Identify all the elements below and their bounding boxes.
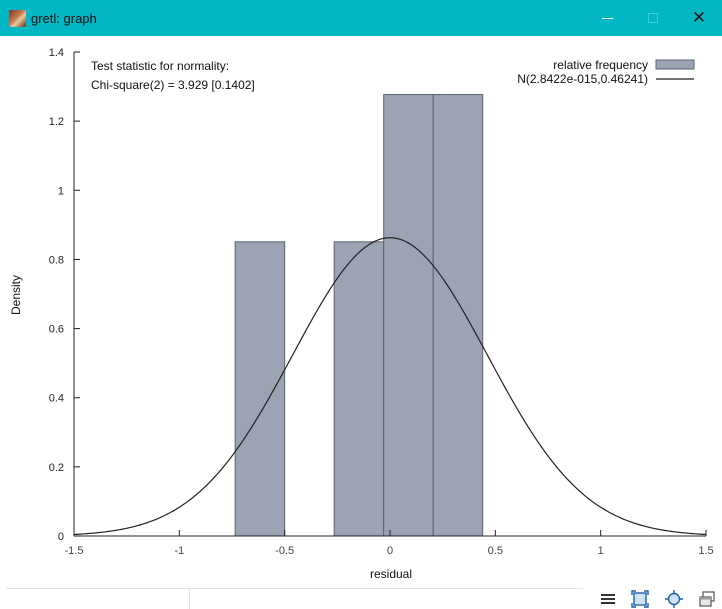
- x-tick-label: 0: [387, 545, 393, 557]
- normality-test-annotation: Test statistic for normality: Chi-square…: [91, 59, 255, 92]
- maximize-button[interactable]: [630, 0, 676, 36]
- status-field: [6, 588, 190, 609]
- window-icon: [699, 590, 715, 607]
- y-tick-label: 1.4: [49, 47, 64, 59]
- histogram-bar-1: [234, 241, 286, 537]
- status-bar: [0, 588, 722, 609]
- legend-label-relative-frequency: relative frequency: [553, 58, 648, 72]
- annotation-line-1: Test statistic for normality:: [91, 59, 229, 73]
- histogram-bar-5: [432, 94, 484, 537]
- graph-area[interactable]: 0 0.2 0.4 0.6 0.8 1 1.2 1.4 -1.5 -1 -0.5 0 0.5 1 1.5 D…: [0, 36, 722, 588]
- window-button[interactable]: [697, 589, 717, 608]
- menu-button[interactable]: [598, 589, 618, 608]
- histogram-chart[interactable]: 0 0.2 0.4 0.6 0.8 1 1.2 1.4 -1.5 -1 -0.5 0 0.5 1 1.5 D…: [0, 36, 722, 588]
- gretl-app-icon[interactable]: [9, 10, 26, 27]
- x-tick-label: -0.5: [275, 545, 294, 557]
- x-tick-label: 1.5: [698, 545, 713, 557]
- status-divider: [190, 588, 583, 589]
- fit-button[interactable]: [630, 589, 650, 608]
- y-tick-label: 0.4: [49, 393, 64, 405]
- window-title: gretl: graph: [31, 11, 97, 26]
- maximize-icon: [648, 13, 658, 23]
- zoom-icon: [665, 589, 683, 608]
- y-tick-label: 0: [58, 531, 64, 543]
- x-tick-label: 1: [598, 545, 604, 557]
- histogram-bar-3: [333, 241, 385, 537]
- y-axis-label: Density: [9, 275, 23, 315]
- y-tick-label: 1: [58, 185, 64, 197]
- x-tick-label: -1: [174, 545, 184, 557]
- minimize-button[interactable]: [584, 0, 630, 36]
- y-tick-label: 0.8: [49, 254, 64, 266]
- legend-swatch-histogram: [655, 59, 695, 70]
- annotation-line-2: Chi-square(2) = 3.929 [0.1402]: [91, 78, 255, 92]
- histogram-bar-4: [383, 94, 434, 537]
- x-tick-label: 0.5: [488, 545, 503, 557]
- minimize-icon: [601, 17, 613, 19]
- y-tick-label: 1.2: [49, 116, 64, 128]
- fit-icon: [631, 589, 649, 608]
- y-tick-label: 0.2: [49, 462, 64, 474]
- x-axis-label: residual: [370, 567, 412, 581]
- normal-density-curve: [73, 237, 707, 536]
- menu-icon: [601, 593, 615, 604]
- close-icon: ✕: [691, 7, 707, 28]
- legend-label-normal: N(2.8422e-015,0.46241): [517, 72, 648, 86]
- y-tick-label: 0.6: [49, 324, 64, 336]
- title-bar: gretl: graph ✕: [0, 0, 722, 36]
- close-button[interactable]: ✕: [676, 0, 722, 36]
- x-tick-label: -1.5: [65, 545, 84, 557]
- zoom-button[interactable]: [664, 589, 684, 608]
